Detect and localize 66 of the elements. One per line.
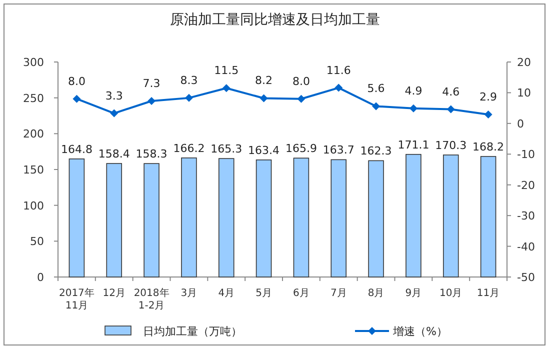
legend-label: 日均加工量（万吨） [143, 325, 242, 338]
label: 170.3 [435, 138, 467, 152]
y2-tick-label: 20 [517, 56, 531, 69]
label: 2.9 [480, 90, 498, 104]
point [297, 94, 306, 103]
xtick: 2018年 1-2月 [134, 288, 170, 312]
xtick: 5月 [256, 288, 272, 299]
point [446, 105, 455, 114]
label: 7.3 [142, 77, 160, 90]
y-tick-label: 150 [23, 164, 44, 176]
y2-tick-label: -20 [517, 178, 535, 192]
label: 166.2 [173, 142, 205, 155]
label: 11.5 [214, 64, 239, 78]
label: 163.7 [322, 144, 354, 157]
label: 8.3 [180, 74, 198, 87]
label: 158.3 [136, 148, 168, 161]
label: 171.1 [398, 138, 430, 152]
label: 165.3 [210, 142, 242, 156]
xtick: 11月 [476, 288, 500, 299]
y-tick-label: 250 [23, 92, 44, 105]
label: 8.0 [292, 74, 310, 88]
y-tick-label: 200 [23, 128, 44, 141]
y2-tick-label: -40 [517, 240, 535, 254]
point [222, 84, 230, 92]
xtick: 3月 [180, 288, 198, 299]
label: 8.2 [255, 74, 273, 88]
point [484, 110, 492, 119]
label: 162.3 [360, 144, 392, 158]
xtick: 10月 [440, 288, 462, 299]
xtick: 8月 [368, 288, 384, 299]
xtick: 6月 [293, 288, 310, 299]
point [334, 84, 343, 92]
y-tick-label: 50 [30, 235, 44, 248]
label: 4.6 [442, 85, 460, 98]
point [72, 94, 81, 103]
point [372, 102, 380, 110]
label: 4.9 [404, 84, 422, 98]
point [184, 94, 193, 102]
y2-tick-label: -10 [517, 148, 535, 162]
point [148, 97, 156, 106]
label: 11.6 [326, 64, 351, 77]
label: 5.6 [367, 82, 385, 96]
point [110, 109, 118, 118]
label: 168.2 [472, 140, 504, 154]
label: 3.3 [105, 89, 123, 102]
y2-tick-label: -30 [517, 210, 535, 223]
legend-label: 增速（%） [392, 325, 448, 338]
label: 164.8 [60, 142, 92, 156]
point [409, 104, 418, 112]
label: 163.4 [248, 144, 280, 157]
xtick: 12月 [102, 288, 126, 299]
point [260, 94, 268, 102]
xtick: 4月 [218, 288, 235, 299]
xtick: 7月 [330, 288, 347, 299]
label: 165.9 [285, 142, 317, 156]
y-tick-label: 100 [23, 199, 44, 212]
xtick: 9月 [405, 288, 422, 299]
label: 158.4 [98, 147, 130, 160]
y2-tick-label: 10 [517, 86, 531, 100]
title: 原油加工量同比增速及日均加工量 [170, 12, 380, 28]
y-tick-label: 300 [23, 56, 44, 69]
label: 8.0 [68, 74, 86, 88]
y-tick-label: 0 [37, 271, 44, 284]
xtick: 2017年 11月 [58, 288, 94, 312]
y2-tick-label: -50 [517, 271, 535, 284]
y2-tick-label: 0 [517, 117, 524, 130]
